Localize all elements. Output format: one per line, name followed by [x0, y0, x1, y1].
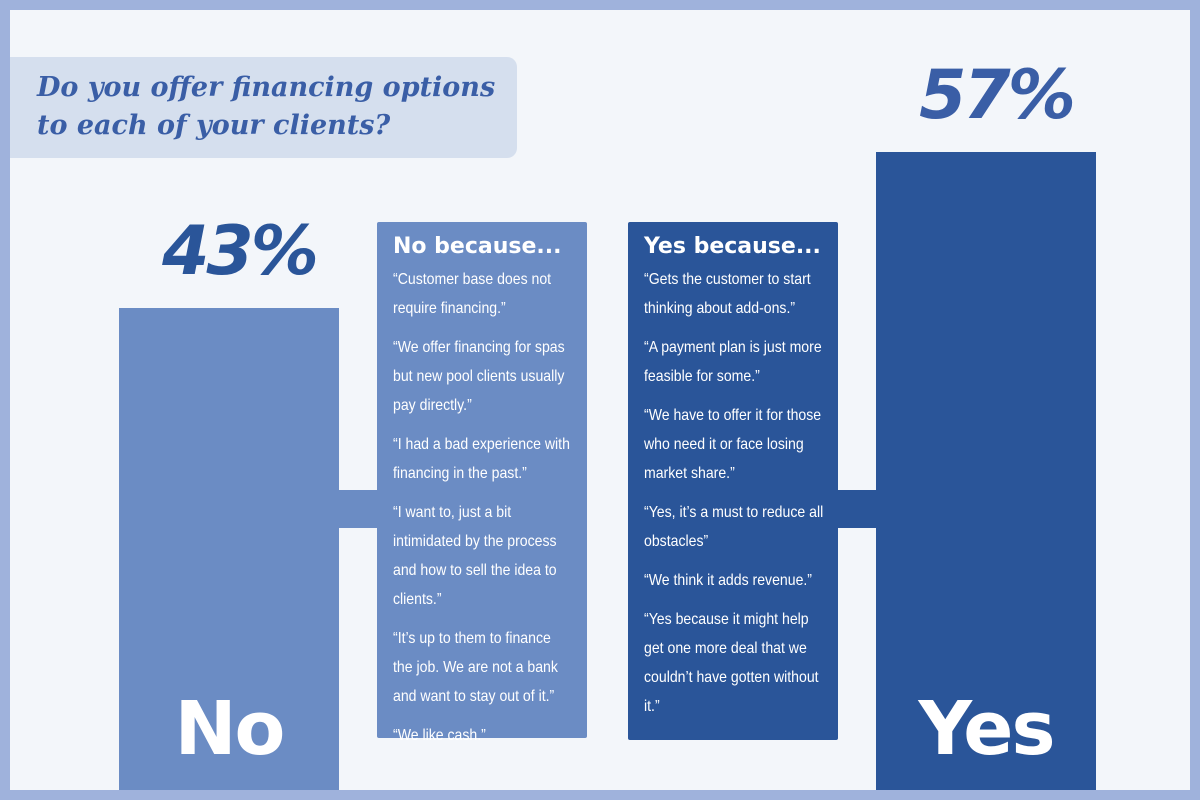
- infographic: Do you offer financing options to each o…: [10, 10, 1190, 790]
- quote: “We offer financing for spas but new poo…: [393, 339, 565, 414]
- quote: “We like cash.”: [393, 727, 486, 744]
- category-label-no: No: [174, 686, 286, 772]
- bar-no: No: [119, 308, 339, 790]
- yes-reasons-heading: Yes because...: [644, 234, 821, 259]
- value-label-yes: 57%: [919, 55, 1076, 135]
- bar-yes: Yes: [876, 151, 1096, 790]
- quote: “Yes because it might help get one more …: [644, 611, 819, 715]
- quote: “It’s up to them to finance the job. We …: [393, 630, 558, 705]
- quote: “We have to offer it for those who need …: [644, 407, 822, 482]
- quote: “I want to, just a bit intimidated by th…: [393, 504, 557, 608]
- yes-reasons-box: Yes because... “Gets the customer to sta…: [628, 222, 838, 740]
- quote: “Yes, it’s a must to reduce all obstacle…: [644, 504, 824, 550]
- no-reasons-heading: No because...: [393, 234, 562, 259]
- connector-yes: [836, 490, 878, 528]
- connector-no: [339, 490, 379, 528]
- quote: “Customer base does not require financin…: [393, 271, 552, 317]
- value-label-no: 43%: [162, 212, 319, 292]
- no-reasons-box: No because... “Customer base does not re…: [377, 222, 587, 744]
- quote: “A payment plan is just more feasible fo…: [644, 339, 822, 385]
- title-box: Do you offer financing options to each o…: [10, 57, 517, 158]
- quote: “Gets the customer to start thinking abo…: [644, 271, 811, 317]
- quote: “We think it adds revenue.”: [644, 572, 812, 589]
- category-label-yes: Yes: [918, 686, 1055, 772]
- quote: “I had a bad experience with financing i…: [393, 436, 570, 482]
- chart-title: Do you offer financing options to each o…: [37, 72, 496, 141]
